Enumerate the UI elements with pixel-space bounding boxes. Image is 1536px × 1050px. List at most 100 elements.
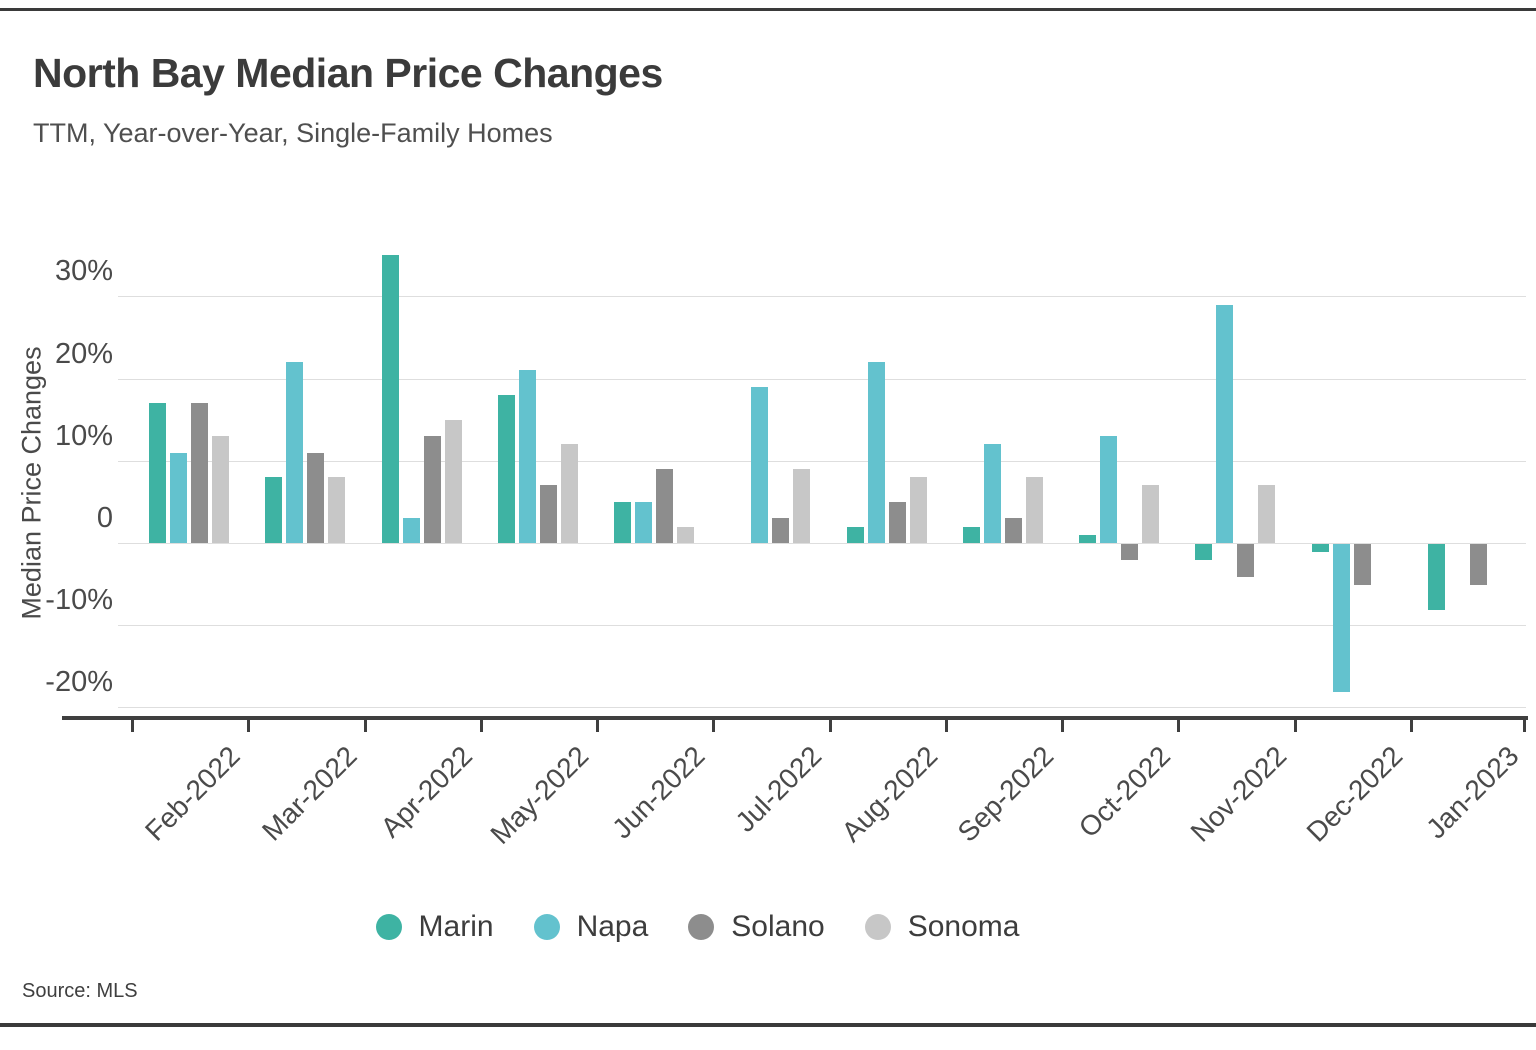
x-axis-tick-10 xyxy=(1293,717,1297,732)
gridline--10- xyxy=(118,625,1526,627)
bar-napa-dec-2022 xyxy=(1332,544,1350,692)
bar-napa-apr-2022 xyxy=(402,518,420,543)
bar-marin-dec-2022 xyxy=(1311,544,1329,553)
x-tick-label-aug-2022: Aug-2022 xyxy=(835,740,944,848)
gridline-10- xyxy=(118,460,1526,462)
x-tick-label-sep-2022: Sep-2022 xyxy=(952,740,1060,848)
x-axis-tick-3 xyxy=(479,717,483,732)
x-axis-ticks xyxy=(131,717,1526,733)
y-tick-label-0: 0 xyxy=(96,502,113,534)
bar-napa-mar-2022 xyxy=(286,362,304,543)
y-tick-label--10-: -10% xyxy=(45,584,113,617)
bar-marin-aug-2022 xyxy=(846,526,864,543)
bar-sonoma-jul-2022 xyxy=(793,469,811,543)
x-tick-label-feb-2022: Feb-2022 xyxy=(139,740,247,847)
x-tick-label-dec-2022: Dec-2022 xyxy=(1300,740,1409,848)
x-axis-tick-12 xyxy=(1523,717,1526,732)
chart-title: North Bay Median Price Changes xyxy=(33,50,663,96)
x-axis-line xyxy=(62,716,1528,720)
bar-sonoma-may-2022 xyxy=(560,444,578,543)
bar-napa-sep-2022 xyxy=(983,444,1001,543)
legend-swatch-solano xyxy=(688,914,715,940)
x-tick-label-nov-2022: Nov-2022 xyxy=(1184,740,1293,848)
top-border-rule xyxy=(0,8,1536,11)
legend: Marin Napa Solano Sonoma xyxy=(0,910,1395,944)
bar-sonoma-feb-2022 xyxy=(212,436,230,543)
gridline--20- xyxy=(118,707,1526,709)
bar-solano-nov-2022 xyxy=(1237,544,1255,577)
x-tick-label-oct-2022: Oct-2022 xyxy=(1072,740,1177,844)
bar-solano-aug-2022 xyxy=(888,501,906,543)
x-axis-tick-7 xyxy=(944,717,948,732)
bar-sonoma-mar-2022 xyxy=(328,477,346,543)
x-axis-tick-11 xyxy=(1409,717,1413,732)
x-axis-tick-4 xyxy=(596,717,599,732)
bar-sonoma-apr-2022 xyxy=(444,419,462,543)
bar-sonoma-nov-2022 xyxy=(1258,485,1276,543)
bar-sonoma-aug-2022 xyxy=(909,477,927,543)
legend-item-solano: Solano xyxy=(688,910,825,944)
bar-napa-jul-2022 xyxy=(751,386,769,543)
bar-marin-nov-2022 xyxy=(1195,544,1213,561)
legend-swatch-napa xyxy=(533,914,560,940)
x-tick-label-mar-2022: Mar-2022 xyxy=(255,740,363,847)
bar-solano-mar-2022 xyxy=(307,452,325,543)
x-axis-tick-2 xyxy=(363,717,367,732)
bar-napa-aug-2022 xyxy=(867,362,885,543)
y-tick-label-30-: 30% xyxy=(54,255,113,288)
bar-solano-jan-2023 xyxy=(1469,544,1487,586)
gridline-0 xyxy=(118,543,1526,544)
gridline-20- xyxy=(118,378,1526,380)
bar-napa-oct-2022 xyxy=(1100,436,1118,543)
bar-solano-dec-2022 xyxy=(1353,544,1371,586)
y-tick-label-20-: 20% xyxy=(54,337,113,370)
bar-marin-may-2022 xyxy=(497,395,515,543)
bar-marin-apr-2022 xyxy=(381,255,399,543)
bar-solano-sep-2022 xyxy=(1004,518,1022,543)
bar-marin-oct-2022 xyxy=(1079,534,1097,543)
bottom-border-rule xyxy=(0,1023,1536,1027)
bar-napa-feb-2022 xyxy=(170,452,188,543)
legend-item-marin: Marin xyxy=(375,910,494,944)
legend-label-napa: Napa xyxy=(576,910,649,943)
bar-solano-apr-2022 xyxy=(423,436,441,543)
x-tick-label-jul-2022: Jul-2022 xyxy=(729,740,828,838)
x-axis-tick-5 xyxy=(712,717,716,732)
bar-sonoma-jun-2022 xyxy=(677,526,695,543)
bar-marin-jun-2022 xyxy=(614,501,632,543)
legend-item-napa: Napa xyxy=(533,910,649,944)
bar-napa-nov-2022 xyxy=(1216,304,1234,543)
x-axis-tick-6 xyxy=(828,717,832,732)
bar-solano-oct-2022 xyxy=(1121,544,1139,561)
x-tick-label-apr-2022: Apr-2022 xyxy=(375,740,479,844)
bar-marin-jan-2023 xyxy=(1427,544,1445,610)
y-tick-label--20-: -20% xyxy=(45,666,113,699)
x-axis-tick-0 xyxy=(131,717,134,732)
legend-label-solano: Solano xyxy=(731,910,825,943)
bar-solano-feb-2022 xyxy=(191,403,209,543)
x-tick-label-jun-2022: Jun-2022 xyxy=(606,740,712,845)
bar-marin-mar-2022 xyxy=(265,477,283,543)
bar-sonoma-oct-2022 xyxy=(1142,485,1160,543)
bar-solano-jul-2022 xyxy=(772,518,790,543)
bar-solano-may-2022 xyxy=(539,485,557,543)
bar-napa-may-2022 xyxy=(518,370,536,543)
chart-subtitle: TTM, Year-over-Year, Single-Family Homes xyxy=(33,118,553,148)
bar-sonoma-sep-2022 xyxy=(1025,477,1043,543)
bar-marin-sep-2022 xyxy=(962,526,980,543)
bar-solano-jun-2022 xyxy=(656,469,674,543)
legend-item-sonoma: Sonoma xyxy=(864,910,1019,944)
gridline-30- xyxy=(118,296,1526,298)
x-axis-tick-1 xyxy=(247,717,251,732)
y-axis-title: Median Price Changes xyxy=(16,346,47,620)
bar-marin-feb-2022 xyxy=(149,403,167,543)
x-tick-label-may-2022: May-2022 xyxy=(484,740,595,850)
y-tick-label-10-: 10% xyxy=(54,419,113,452)
legend-label-marin: Marin xyxy=(418,910,494,943)
legend-swatch-marin xyxy=(375,914,402,940)
bar-napa-jun-2022 xyxy=(635,501,653,543)
x-tick-label-jan-2023: Jan-2023 xyxy=(1420,740,1525,845)
legend-swatch-sonoma xyxy=(864,914,891,940)
source-note: Source: MLS xyxy=(22,980,138,1002)
